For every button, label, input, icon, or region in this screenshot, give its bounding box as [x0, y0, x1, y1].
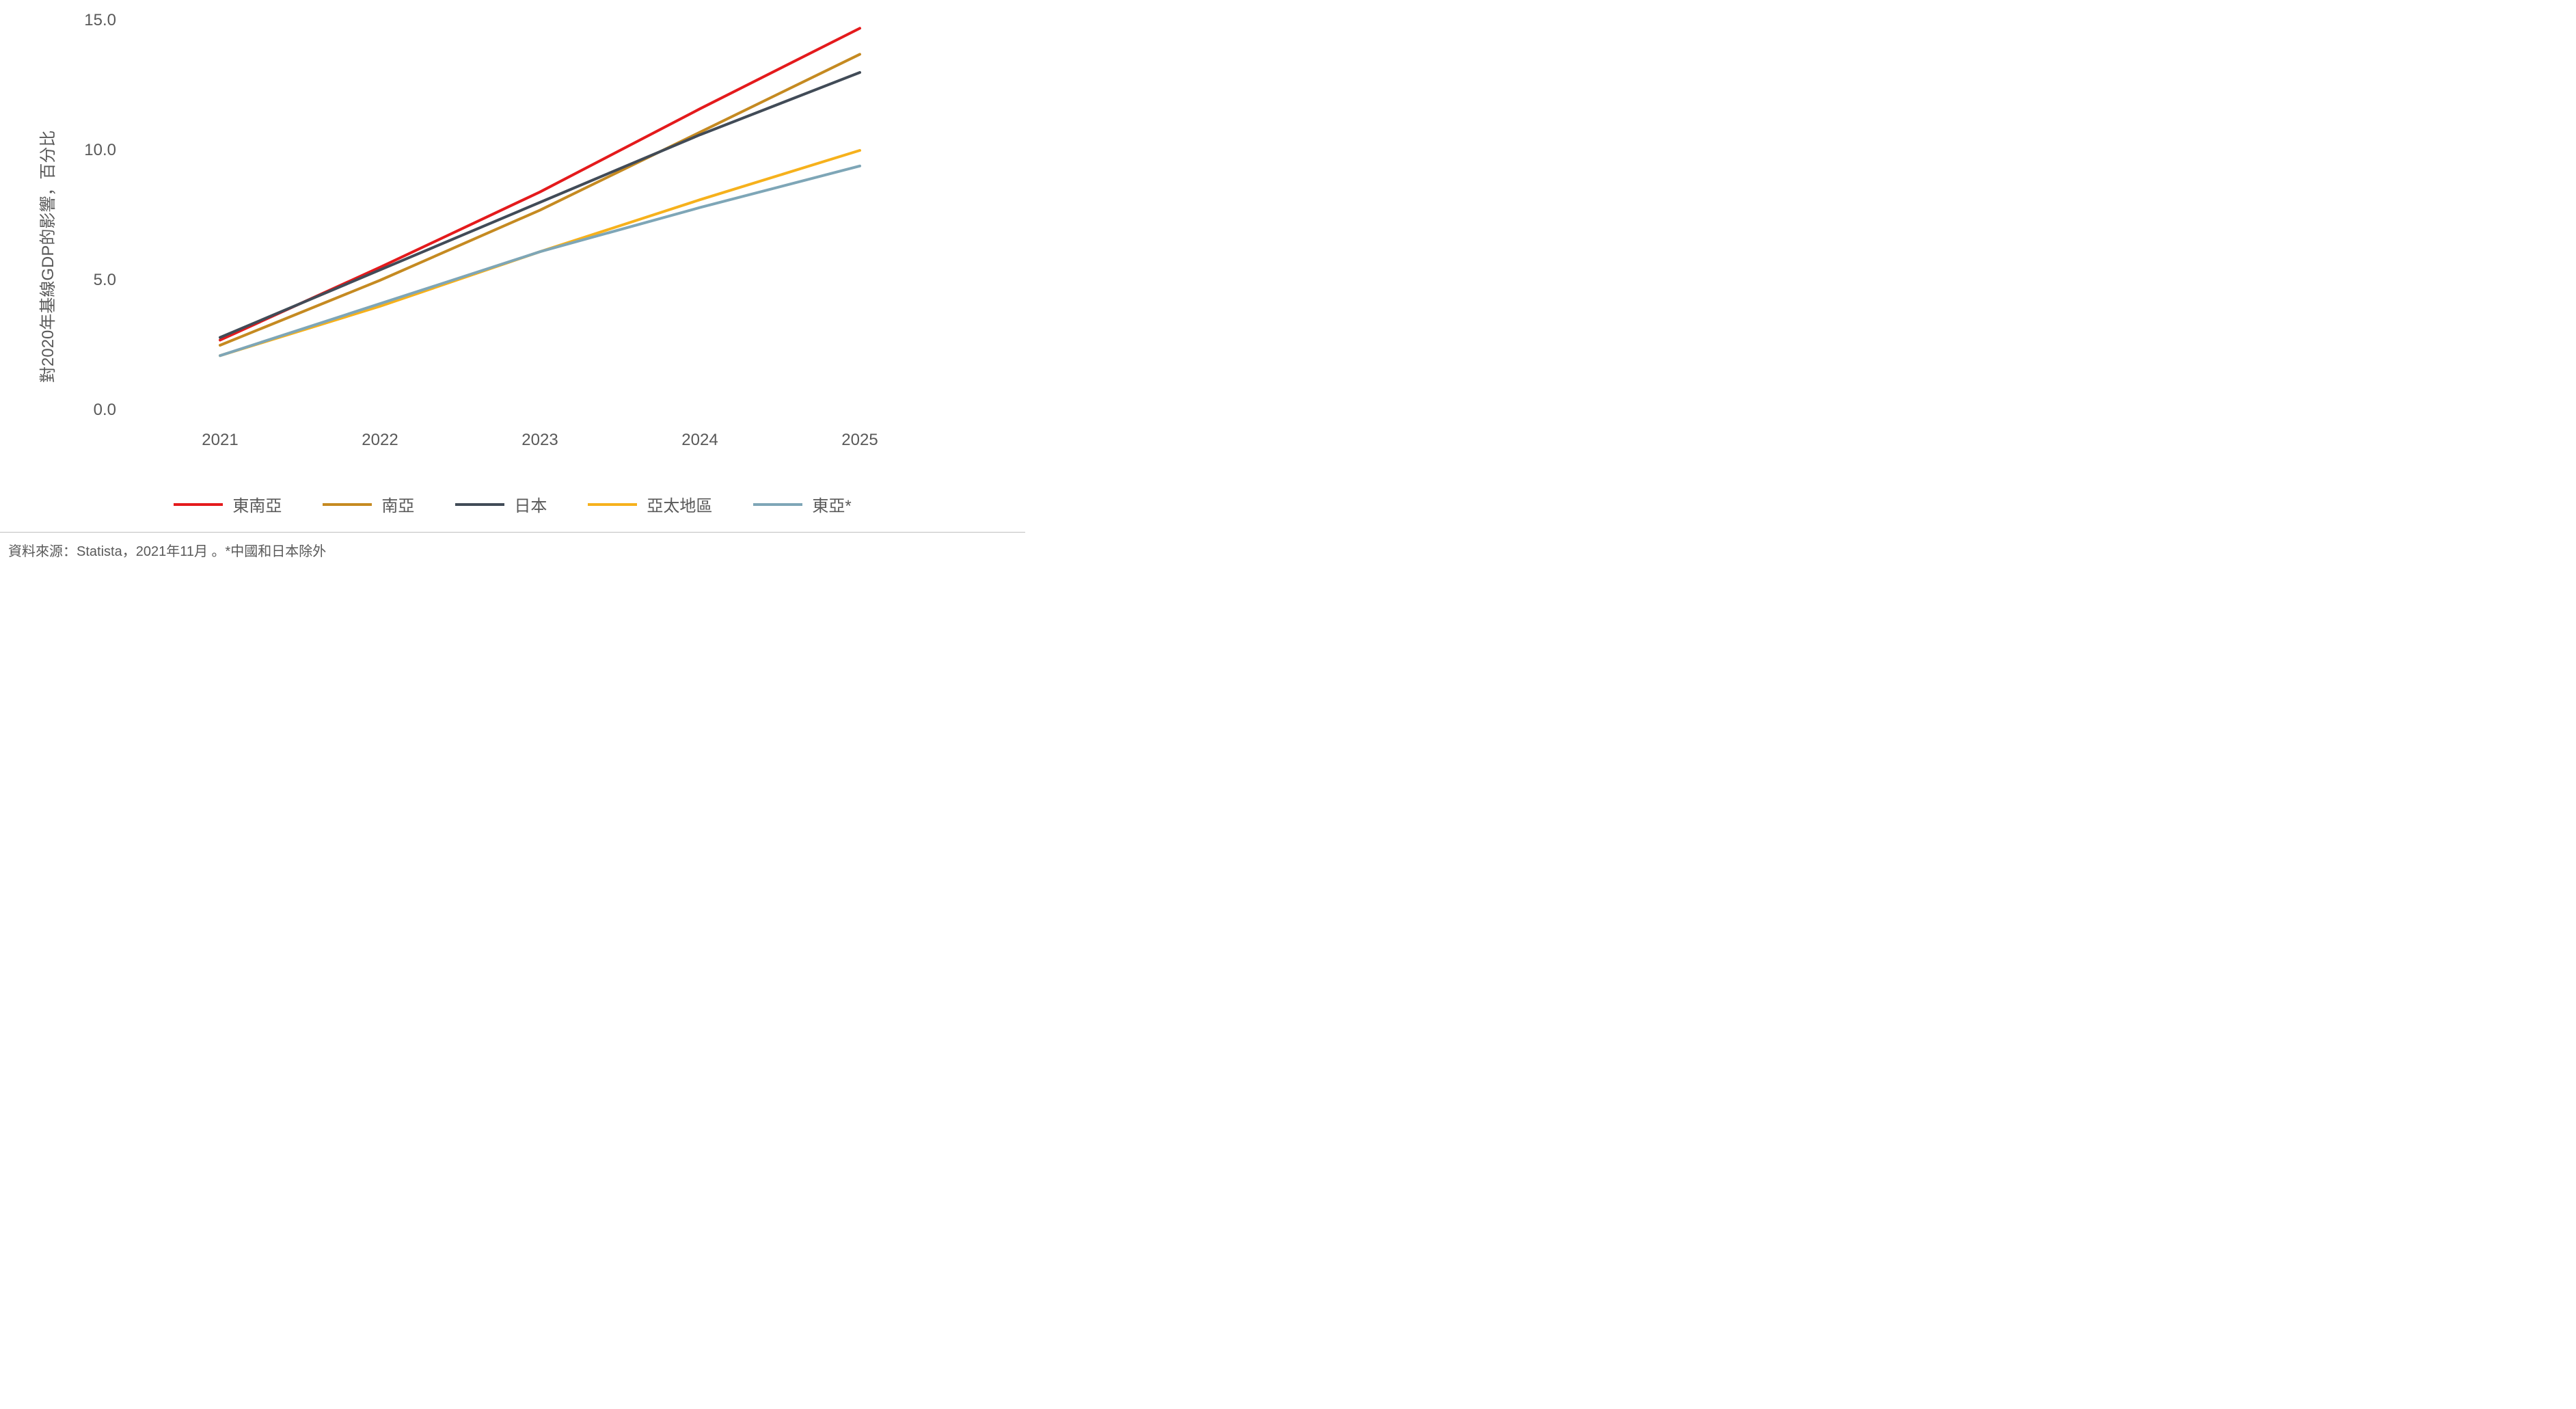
- series-line: [220, 28, 860, 340]
- series-line: [220, 72, 860, 338]
- legend: 東南亞 南亞 日本 亞太地區 東亞*: [0, 492, 1025, 516]
- legend-swatch: [174, 503, 223, 506]
- legend-item: 亞太地區: [588, 492, 712, 516]
- plot-lines: [0, 0, 1025, 561]
- legend-swatch: [323, 503, 372, 506]
- legend-swatch: [455, 503, 504, 506]
- footer-text: 資料來源：Statista，2021年11月 。*中國和日本除外: [8, 540, 326, 560]
- legend-label: 亞太地區: [647, 492, 712, 516]
- legend-swatch: [588, 503, 637, 506]
- series-line: [220, 54, 860, 345]
- legend-label: 南亞: [381, 492, 414, 516]
- legend-label: 東南亞: [232, 492, 282, 516]
- legend-item: 東南亞: [174, 492, 282, 516]
- legend-item: 日本: [455, 492, 547, 516]
- chart-container: 對2020年基線GDP的影響，百分比 0.05.010.015.0 202120…: [0, 0, 1025, 561]
- legend-label: 日本: [514, 492, 547, 516]
- legend-item: 東亞*: [753, 492, 851, 516]
- legend-label: 東亞*: [812, 492, 851, 516]
- legend-swatch: [753, 503, 802, 506]
- legend-item: 南亞: [323, 492, 414, 516]
- footer-divider: [0, 532, 1025, 533]
